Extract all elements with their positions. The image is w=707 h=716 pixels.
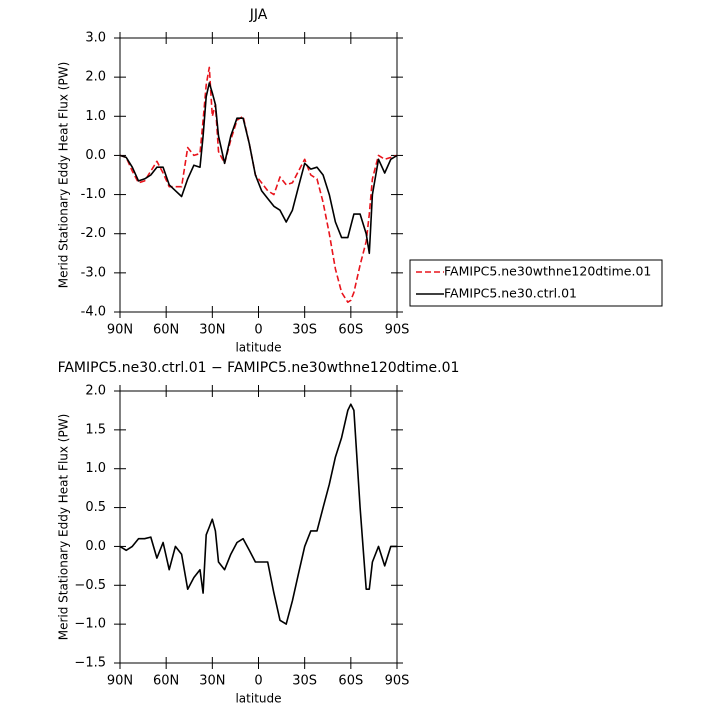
y-tick-label: −0.5 (74, 578, 106, 593)
x-tick-label: 30S (292, 674, 317, 689)
y-tick-label: 2.0 (85, 384, 106, 399)
x-tick-label: 60S (338, 674, 363, 689)
x-tick-label: 0 (254, 323, 262, 338)
x-tick-label: 30N (199, 674, 225, 689)
y-tick-label: 0.0 (85, 539, 106, 554)
y-tick-label: 1.5 (85, 422, 106, 437)
y-axis-label: Merid Stationary Eddy Heat Flux (PW) (57, 62, 71, 289)
x-tick-label: 90S (385, 323, 410, 338)
x-tick-label: 90N (107, 323, 133, 338)
y-tick-label: -3.0 (81, 265, 106, 280)
legend-label: FAMIPC5.ne30.ctrl.01 (444, 286, 577, 301)
y-axis-label: Merid Stationary Eddy Heat Flux (PW) (57, 414, 71, 641)
legend-frame (409, 259, 663, 307)
y-tick-label: 0.0 (85, 148, 106, 163)
data-line (119, 82, 398, 255)
y-tick-label: -4.0 (81, 305, 106, 320)
x-tick-label: 60S (338, 323, 363, 338)
plot-frame (119, 390, 398, 664)
plot-frame (119, 37, 398, 313)
x-tick-label: 30S (292, 323, 317, 338)
chart-title: FAMIPC5.ne30.ctrl.01 − FAMIPC5.ne30wthne… (58, 360, 460, 376)
y-tick-label: −1.5 (74, 656, 106, 671)
y-tick-label: 0.5 (85, 500, 106, 515)
x-tick-label: 90N (107, 674, 133, 689)
x-axis-label: latitude (235, 692, 281, 706)
y-tick-label: 1.0 (85, 461, 106, 476)
y-tick-label: -1.0 (81, 187, 106, 202)
x-tick-label: 90S (385, 674, 410, 689)
legend: FAMIPC5.ne30wthne120dtime.01 FAMIPC5.ne30… (409, 259, 663, 307)
y-tick-label: 2.0 (85, 70, 106, 85)
chart-title: JJA (249, 7, 268, 23)
y-tick-label: −1.0 (74, 617, 106, 632)
x-tick-label: 30N (199, 323, 225, 338)
y-tick-label: 3.0 (85, 31, 106, 46)
x-tick-label: 0 (254, 674, 262, 689)
x-tick-label: 60N (153, 323, 179, 338)
x-tick-label: 60N (153, 674, 179, 689)
x-axis-label: latitude (235, 341, 281, 355)
y-tick-label: 1.0 (85, 109, 106, 124)
data-line (119, 403, 397, 625)
legend-label: FAMIPC5.ne30wthne120dtime.01 (444, 264, 651, 279)
y-tick-label: -2.0 (81, 226, 106, 241)
